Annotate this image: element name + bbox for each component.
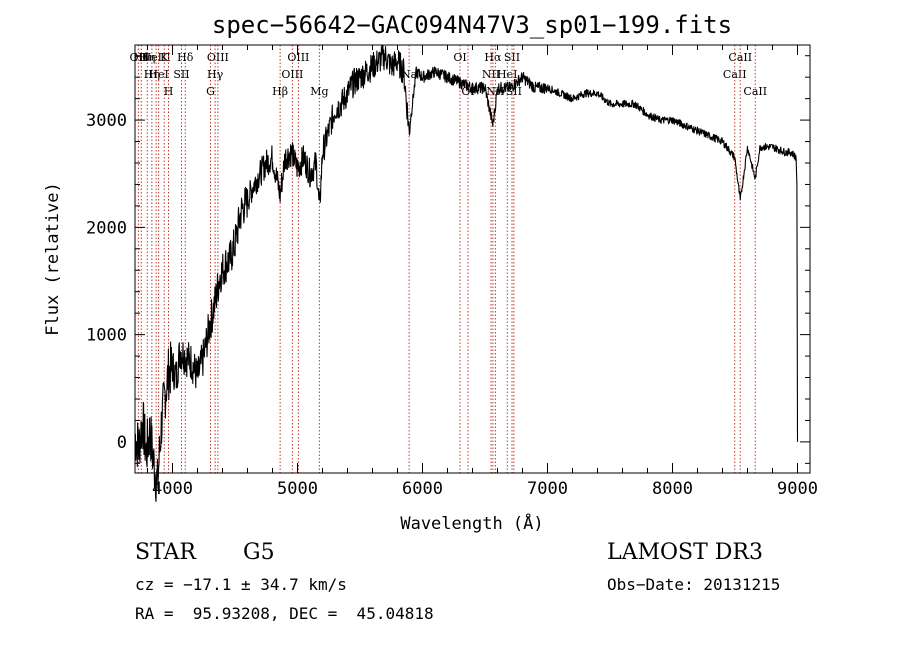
line-label-15: OIII [287,51,309,64]
x-tick-label-2: 6000 [402,479,443,499]
x-tick-label-0: 4000 [152,479,193,499]
line-label-17: Na [401,68,418,81]
x-tick-label-1: 5000 [277,479,318,499]
line-label-1: Hθ [133,51,150,64]
line-label-24: SII [504,51,520,64]
line-label-13: Hβ [272,85,288,98]
plot-frame [134,44,811,474]
x-tick-label-5: 9000 [777,479,818,499]
survey-name: LAMOST DR3 [607,540,763,565]
line-label-5: HeI [148,68,168,81]
line-label-16: Mg [310,85,328,98]
line-label-21: Hα [484,51,502,64]
line-label-6: K [160,51,169,64]
coordinates-readout: RA = 95.93208, DEC = 45.04818 [135,604,434,623]
spectrum-series [134,44,799,502]
line-label-2: Hη [139,51,155,64]
line-label-18: OI [453,51,466,64]
y-tick-label-0: 0 [117,433,127,453]
line-label-0: OII [130,51,148,64]
x-tick-label-3: 7000 [527,479,568,499]
line-label-12: OIII [207,51,229,64]
x-tick-label-4: 8000 [652,479,693,499]
object-subclass: G5 [243,540,275,565]
line-label-7: H [164,85,174,98]
line-label-10: G [206,85,215,98]
x-axis-label: Wavelength (Å) [400,512,543,534]
redshift-readout: cz = −17.1 ± 34.7 km/s [135,575,347,594]
line-label-9: Hδ [177,51,194,64]
line-label-8: SII [173,68,189,81]
object-class: STAR [135,540,196,565]
emission-lines: OIIHθHηHηNeIIIHeIKHSIIHδGHγOIIIHβOIIIOII… [130,45,767,473]
spectrum-line [134,44,799,502]
line-label-14: OIII [281,68,303,81]
chart-title: spec−56642−GAC094N47V3_sp01−199.fits [212,11,732,39]
line-label-26: CaII [723,68,747,81]
line-label-23: HeI [497,68,517,81]
y-tick-label-1: 1000 [86,326,127,346]
line-label-22: NII [486,85,504,98]
y-tick-label-2: 2000 [86,218,127,238]
axis-ticks: 4000 5000 6000 7000 8000 9000 0 1000 2000 3000 [86,45,818,499]
y-axis-label: Flux (relative) [43,182,63,336]
line-label-27: CaII [728,51,752,64]
line-label-28: CaII [743,85,767,98]
observation-date: Obs−Date: 20131215 [607,575,781,594]
y-tick-label-3: 3000 [86,111,127,131]
line-label-4: NeIII [142,51,171,64]
line-label-11: Hγ [207,68,224,81]
